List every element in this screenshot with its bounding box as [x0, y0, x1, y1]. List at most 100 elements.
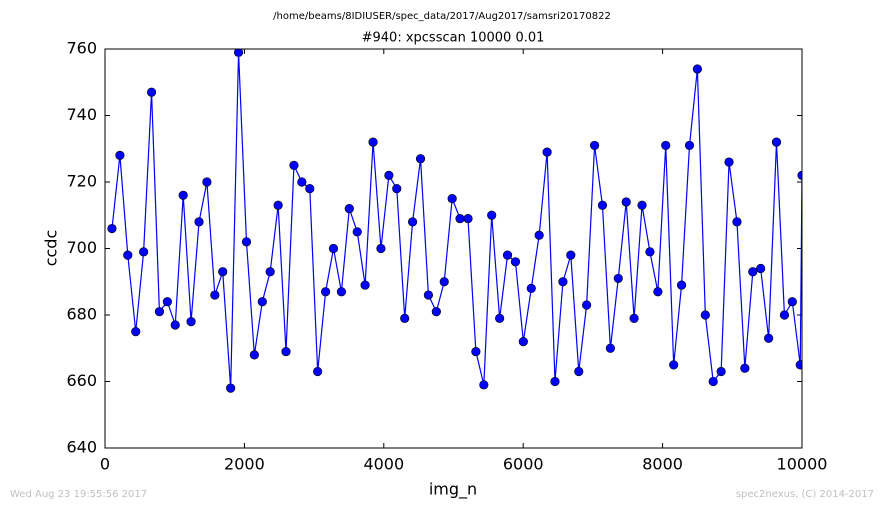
marker — [281, 346, 291, 357]
y-tick-label: 700 — [66, 238, 97, 257]
marker — [495, 313, 505, 323]
marker — [289, 160, 299, 170]
marker — [392, 184, 402, 194]
marker — [218, 267, 228, 277]
marker — [621, 197, 631, 207]
marker — [257, 297, 267, 307]
marker — [637, 200, 647, 210]
marker — [162, 297, 172, 307]
marker — [360, 280, 370, 290]
marker — [123, 250, 133, 260]
marker — [273, 200, 283, 210]
marker — [178, 190, 188, 200]
y-tick-label: 720 — [66, 172, 97, 191]
marker — [376, 243, 386, 254]
marker — [797, 170, 802, 180]
marker — [629, 313, 639, 323]
marker — [186, 317, 196, 327]
marker — [526, 283, 536, 294]
marker — [550, 376, 560, 387]
y-tick-label: 640 — [66, 438, 97, 457]
marker — [708, 376, 718, 387]
marker — [510, 257, 521, 267]
marker — [502, 250, 513, 260]
marker — [756, 263, 766, 274]
marker — [107, 223, 117, 234]
marker — [226, 383, 236, 393]
marker — [771, 137, 782, 147]
marker — [779, 310, 790, 320]
y-tick-label: 660 — [66, 371, 97, 390]
marker — [431, 307, 441, 317]
marker — [249, 350, 259, 360]
marker — [115, 150, 125, 160]
marker — [415, 154, 426, 164]
marker — [613, 273, 623, 284]
marker — [692, 64, 702, 74]
marker — [653, 287, 663, 297]
marker — [724, 157, 734, 167]
marker — [700, 310, 710, 320]
marker — [194, 217, 204, 227]
marker — [265, 267, 275, 277]
marker — [202, 177, 212, 187]
x-tick-label: 6000 — [503, 455, 544, 474]
y-tick-label: 760 — [66, 39, 97, 58]
marker — [384, 170, 394, 180]
marker — [566, 250, 576, 260]
x-axis-label: img_n — [429, 480, 477, 500]
marker — [328, 243, 339, 254]
marker — [487, 210, 497, 220]
marker — [479, 380, 489, 390]
marker — [605, 343, 615, 353]
marker — [684, 140, 695, 151]
marker — [558, 277, 568, 287]
footer-left: Wed Aug 23 19:55:56 2017 — [10, 489, 147, 500]
series — [107, 49, 802, 393]
marker — [305, 184, 315, 194]
marker — [146, 87, 157, 97]
marker — [748, 267, 758, 277]
marker — [368, 137, 378, 147]
marker — [455, 213, 465, 224]
suptitle: /home/beams/8IDIUSER/spec_data/2017/Aug2… — [273, 11, 611, 22]
x-tick-label: 8000 — [642, 455, 683, 474]
footer-right: spec2nexus, (C) 2014-2017 — [736, 489, 874, 500]
marker — [471, 346, 481, 357]
x-tick-label: 0 — [100, 455, 110, 474]
marker — [344, 204, 354, 214]
x-tick-label: 2000 — [224, 455, 265, 474]
x-tick-label: 4000 — [363, 455, 404, 474]
marker — [795, 360, 802, 370]
marker — [423, 290, 434, 300]
marker — [589, 140, 600, 151]
marker — [518, 337, 528, 347]
marker — [716, 366, 726, 377]
marker — [447, 194, 457, 204]
y-axis-label: ccdc — [42, 230, 61, 267]
marker — [764, 333, 774, 343]
marker — [597, 200, 608, 210]
plot-frame — [104, 48, 803, 449]
marker — [676, 280, 687, 290]
marker — [170, 320, 180, 330]
marker — [233, 49, 244, 57]
marker — [661, 140, 671, 151]
marker — [669, 360, 679, 370]
marker — [542, 147, 552, 157]
y-tick-label: 740 — [66, 105, 97, 124]
marker — [336, 287, 347, 297]
marker — [297, 177, 307, 187]
y-tick-label: 680 — [66, 305, 97, 324]
marker — [463, 213, 473, 224]
marker — [139, 247, 149, 257]
chart-title: #940: xpcsscan 10000 0.01 — [362, 31, 545, 46]
marker — [352, 227, 362, 237]
marker — [574, 366, 584, 377]
marker — [787, 297, 797, 307]
marker — [210, 290, 220, 300]
marker — [407, 217, 418, 227]
marker — [131, 327, 141, 337]
